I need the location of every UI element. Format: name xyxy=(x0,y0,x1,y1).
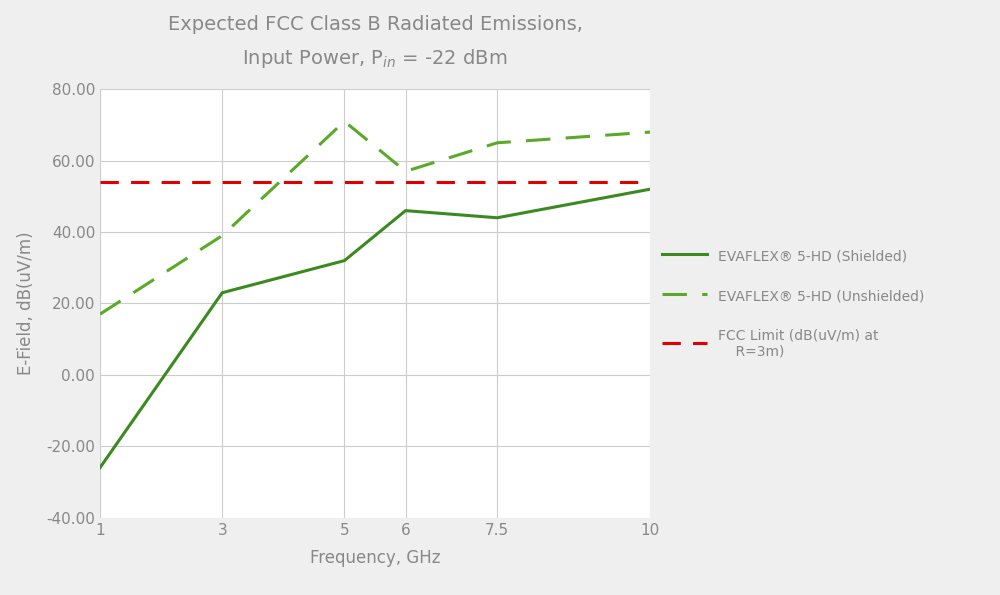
Legend: EVAFLEX® 5-HD (Shielded), EVAFLEX® 5-HD (Unshielded), FCC Limit (dB(uV/m) at
   : EVAFLEX® 5-HD (Shielded), EVAFLEX® 5-HD … xyxy=(662,249,924,358)
Y-axis label: E-Field, dB(uV/m): E-Field, dB(uV/m) xyxy=(17,231,35,375)
X-axis label: Frequency, GHz: Frequency, GHz xyxy=(310,549,440,566)
Title: Expected FCC Class B Radiated Emissions,
Input Power, P$_{in}$ = -22 dBm: Expected FCC Class B Radiated Emissions,… xyxy=(168,15,582,70)
